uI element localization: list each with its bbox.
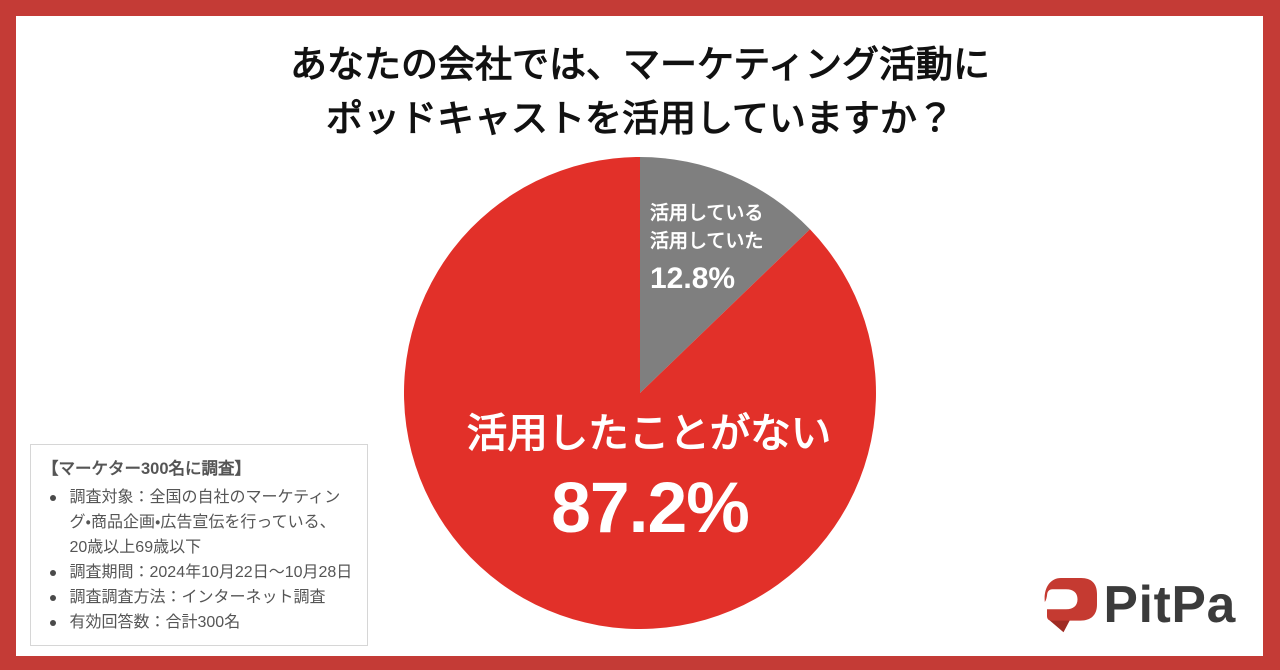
survey-item-text: 調査調査方法：インターネット調査 bbox=[69, 589, 326, 607]
survey-item-text: 有効回答数：合計300名 bbox=[69, 614, 241, 632]
pitpa-speech-bubble-icon bbox=[1044, 578, 1097, 633]
survey-item-text: 調査期間：2024年10月22日〜10月28日 bbox=[69, 564, 353, 582]
survey-item-responses: 有効回答数：合計300名 bbox=[31, 610, 369, 635]
pie-slice-0 bbox=[640, 157, 810, 393]
pie-slice-1 bbox=[404, 157, 876, 629]
chart-title: あなたの会社では、マーケティング活動に ポッドキャストを活用していますか？ bbox=[289, 44, 991, 139]
pie-chart bbox=[404, 157, 876, 629]
bullet-icon bbox=[50, 594, 56, 601]
survey-item-subjects: 調査対象：全国の自社のマーケティン グ・商品企画・広告宣伝を行っている、 20歳… bbox=[31, 485, 369, 560]
survey-box-title: 【マーケター300名に調査】 bbox=[42, 460, 252, 478]
survey-item-method: 調査調査方法：インターネット調査 bbox=[31, 585, 369, 610]
pie-slice-major-value: 87.2% bbox=[551, 468, 750, 548]
bullet-icon bbox=[50, 619, 56, 626]
survey-detail-list: 調査対象：全国の自社のマーケティン グ・商品企画・広告宣伝を行っている、 20歳… bbox=[31, 485, 369, 636]
pie-slice-minor-label: 活用している 活用していた bbox=[650, 203, 764, 253]
survey-info-box: 【マーケター300名に調査】 調査対象：全国の自社のマーケティン グ・商品企画・… bbox=[30, 444, 368, 646]
survey-item-period: 調査期間：2024年10月22日〜10月28日 bbox=[31, 560, 369, 585]
pie-slice-major-label: 活用したことがない bbox=[466, 409, 832, 456]
survey-item-text: 調査対象：全国の自社のマーケティン グ・商品企画・広告宣伝を行っている、 20歳… bbox=[69, 489, 341, 557]
bullet-icon bbox=[50, 569, 56, 576]
logo-bubble-tail bbox=[1048, 619, 1071, 633]
pie-slice-minor-value: 12.8% bbox=[650, 261, 736, 295]
pitpa-logo-text: PitPa bbox=[1103, 575, 1237, 633]
bullet-icon bbox=[50, 494, 56, 501]
logo-bubble-shape bbox=[1044, 578, 1097, 621]
